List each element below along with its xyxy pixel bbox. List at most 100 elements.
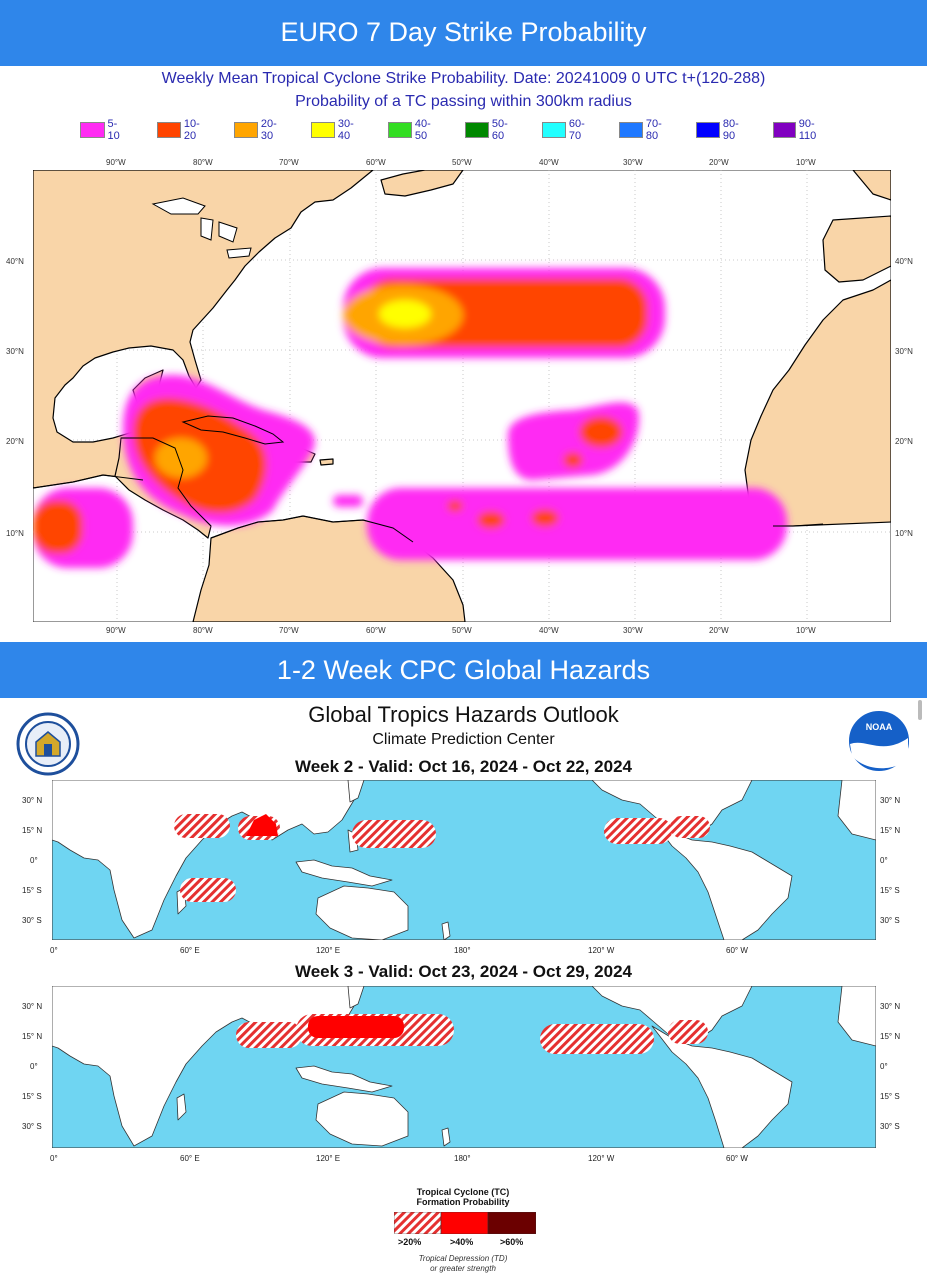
prob-area-10-20	[579, 416, 623, 448]
lat-label: 30° S	[880, 1122, 900, 1131]
lat-label: 15° N	[22, 826, 43, 835]
lon-label: 40°W	[539, 158, 559, 167]
cpc-legend-title1: Tropical Cyclone (TC)	[416, 1187, 510, 1197]
legend-item: 80-90	[696, 118, 745, 142]
lat-label: 15° S	[22, 886, 42, 895]
euro-banner-title: EURO 7 Day Strike Probability	[280, 17, 647, 47]
legend-label: >60%	[500, 1237, 524, 1247]
lon-label: 0°	[50, 946, 58, 955]
lat-label: 40°N	[6, 257, 24, 266]
prob-area-20-30	[155, 438, 207, 478]
legend-swatch	[80, 122, 105, 138]
lon-label: 120° E	[316, 946, 341, 955]
week2-hazard-map	[52, 780, 876, 940]
new-zealand-land	[441, 921, 451, 940]
lat-label: 30° S	[22, 916, 42, 925]
legend-item: 50-60	[465, 118, 514, 142]
legend-item: 20-30	[234, 118, 283, 142]
legend-swatch	[465, 122, 489, 138]
lat-label: 15° S	[880, 886, 900, 895]
central-south-america-land	[651, 819, 793, 940]
lat-label: 15° N	[880, 826, 901, 835]
lon-label: 30°W	[623, 626, 643, 635]
cpc-banner-title: 1-2 Week CPC Global Hazards	[276, 655, 651, 685]
legend-swatch	[696, 122, 720, 138]
prob-area-10-20	[563, 452, 583, 468]
prob-area-10-20	[33, 500, 83, 554]
legend-item: 60-70	[542, 118, 591, 142]
hazard-area-40	[308, 1016, 404, 1038]
hazard-area-20	[180, 878, 236, 902]
legend-swatch	[542, 122, 566, 138]
lat-label: 15° N	[22, 1032, 43, 1041]
lon-label: 70°W	[279, 626, 299, 635]
week3-hazard-map	[52, 986, 876, 1148]
week2-title: Week 2 - Valid: Oct 16, 2024 - Oct 22, 2…	[294, 757, 633, 776]
tc-formation-areas	[174, 814, 710, 902]
west-africa-land	[837, 986, 876, 1047]
lon-label: 90°W	[106, 158, 126, 167]
lat-label: 30°N	[895, 347, 913, 356]
legend-swatch-20	[394, 1212, 442, 1234]
new-zealand-land	[441, 1127, 451, 1147]
puerto-rico-land	[319, 458, 334, 466]
legend-swatch	[157, 122, 181, 138]
lat-label: 20°N	[6, 437, 24, 446]
cpc-legend-title2: Formation Probability	[416, 1197, 510, 1207]
legend-item: 90-110	[773, 118, 824, 142]
cpc-legend-note1: Tropical Depression (TD)	[418, 1254, 508, 1263]
maritime-continent-land	[295, 859, 393, 887]
hazard-area-20	[670, 816, 710, 838]
lon-label: 120° W	[588, 946, 615, 955]
lat-label: 0°	[880, 1062, 888, 1071]
madagascar-land	[176, 1093, 187, 1121]
legend-item: 30-40	[311, 118, 360, 142]
hazard-area-20	[236, 1022, 302, 1048]
lat-label: 30° N	[880, 1002, 901, 1011]
lon-label: 20°W	[709, 158, 729, 167]
prob-area-5-10	[367, 488, 787, 560]
scrollbar-thumb[interactable]	[918, 700, 922, 720]
europe-land	[852, 170, 891, 201]
central-south-america-land	[651, 1025, 793, 1148]
lat-label: 30° N	[22, 796, 43, 805]
noaa-logo-icon: NOAA	[847, 709, 911, 773]
legend-item: 70-80	[619, 118, 668, 142]
lon-label: 180°	[454, 946, 471, 955]
canada-land	[380, 170, 464, 197]
lon-label: 60° W	[726, 946, 748, 955]
lon-label: 20°W	[709, 626, 729, 635]
prob-area-10-20	[531, 509, 559, 527]
legend-swatch	[773, 122, 796, 138]
lat-label: 15° S	[22, 1092, 42, 1101]
euro-banner: EURO 7 Day Strike Probability	[0, 0, 927, 66]
hazard-area-20	[604, 818, 672, 844]
west-africa-land	[837, 780, 876, 841]
lon-label: 30°W	[623, 158, 643, 167]
hazard-area-20	[668, 1020, 708, 1044]
hazard-area-20	[174, 814, 230, 838]
lon-label: 80°W	[193, 158, 213, 167]
lon-label: 80°W	[193, 626, 213, 635]
lon-label: 90°W	[106, 626, 126, 635]
legend-label: >20%	[398, 1237, 422, 1247]
prob-area-30-40	[379, 300, 431, 328]
lon-label: 60° E	[180, 1154, 200, 1163]
commerce-seal-icon	[16, 712, 80, 776]
prob-area-5-10	[333, 495, 363, 507]
hazard-area-20	[352, 820, 436, 848]
africa-eurasia-land	[52, 780, 355, 939]
lat-label: 15° S	[880, 1092, 900, 1101]
great-lakes	[151, 197, 252, 259]
lat-label: 30° S	[880, 916, 900, 925]
prob-area-10-20	[447, 500, 463, 512]
japan-land	[347, 780, 365, 803]
lat-label: 40°N	[895, 257, 913, 266]
legend-swatch	[619, 122, 643, 138]
japan-land	[347, 986, 365, 1009]
cpc-title: Global Tropics Hazards Outlook	[308, 702, 619, 727]
cpc-banner: 1-2 Week CPC Global Hazards	[0, 642, 927, 698]
australia-land	[315, 885, 409, 940]
legend-item: 10-20	[157, 118, 206, 142]
legend-item: 5-10	[80, 118, 125, 142]
